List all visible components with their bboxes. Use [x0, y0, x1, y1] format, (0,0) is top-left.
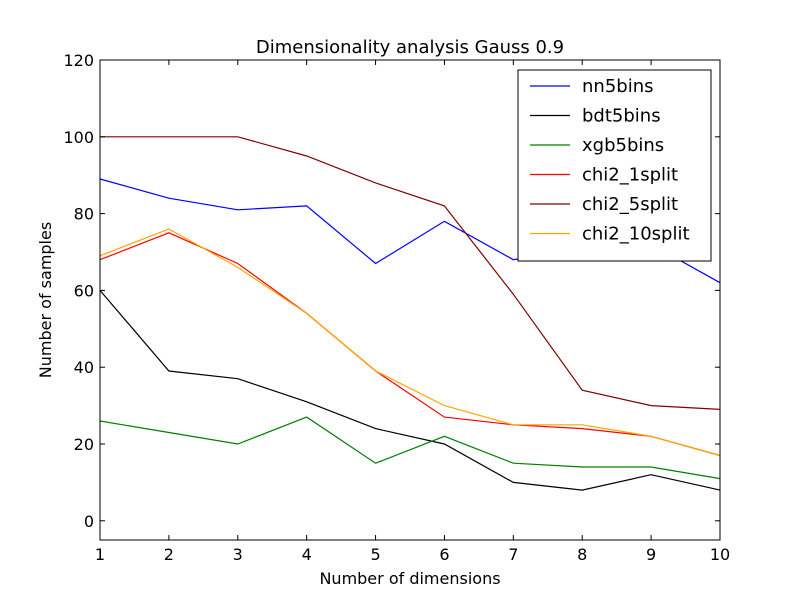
y-tick-label: 40: [74, 358, 94, 377]
plot-frame: [99, 59, 721, 541]
chart-title: Dimensionality analysis Gauss 0.9: [256, 37, 564, 58]
x-tick-label: 3: [233, 545, 243, 564]
x-tick-label: 9: [646, 545, 656, 564]
legend: nn5bins bdt5bins xgb5bins chi2_1split chi2_5…: [517, 69, 712, 262]
series-line-bdt5bins: [99, 290, 721, 491]
y-tick-label: 20: [74, 435, 94, 454]
x-tick-label: 2: [164, 545, 174, 564]
x-axis-label: Number of dimensions: [319, 569, 500, 588]
legend-label: nn5bins: [582, 76, 653, 97]
y-tick-label: 100: [63, 128, 94, 147]
x-tick-label: 6: [439, 545, 449, 564]
x-tick-label: 8: [577, 545, 587, 564]
legend-label: chi2_10split: [582, 224, 690, 245]
y-tick-label: 0: [84, 512, 94, 531]
legend-label: chi2_5split: [582, 194, 678, 215]
y-tick-label: 120: [63, 51, 94, 70]
x-tick-label: 4: [302, 545, 312, 564]
x-tick-label: 7: [508, 545, 518, 564]
y-tick-label: 60: [74, 281, 94, 300]
series-line-chi2_10split: [99, 228, 721, 457]
series-line-chi2_1split: [99, 232, 721, 457]
x-tick-label: 10: [710, 545, 730, 564]
y-axis-label: Number of samples: [36, 222, 55, 378]
x-tick-label: 1: [95, 545, 105, 564]
y-tick-label: 80: [74, 205, 94, 224]
series-line-chi2_5split: [100, 136, 721, 410]
legend-label: xgb5bins: [582, 135, 664, 156]
legend-box: [517, 69, 712, 262]
legend-label: chi2_1split: [582, 165, 678, 186]
x-tick-label: 5: [370, 545, 380, 564]
legend-label: bdt5bins: [582, 106, 661, 127]
series-line-xgb5bins: [99, 416, 721, 480]
